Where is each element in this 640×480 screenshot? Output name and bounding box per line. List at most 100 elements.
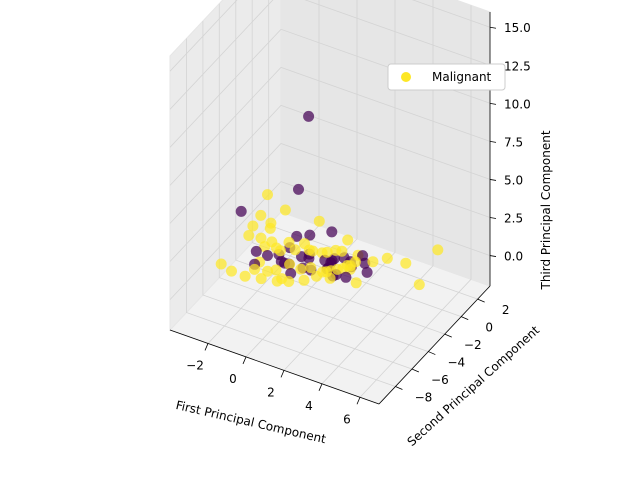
data-point (350, 277, 362, 289)
y-tick-label: 2 (502, 303, 510, 317)
data-point (262, 250, 273, 261)
legend-label-malignant: Malignant (432, 70, 492, 84)
data-point (284, 258, 296, 270)
x-tick-label: 2 (267, 385, 275, 399)
x-tick-mark (242, 356, 247, 365)
x-tick-label: 6 (343, 412, 351, 426)
data-point (262, 265, 274, 277)
grid-line-z (169, 0, 491, 110)
z-tick-mark (489, 217, 497, 219)
data-point (247, 220, 259, 232)
z-tick-label: 7.5 (504, 135, 523, 149)
y-tick-mark (428, 351, 436, 355)
data-point (307, 245, 319, 257)
y-axis-line (378, 285, 491, 405)
data-point (289, 244, 301, 256)
z-tick-label: 12.5 (504, 59, 531, 73)
data-point (283, 276, 295, 287)
grid-line-z (169, 66, 491, 186)
left-wall-pane (169, 0, 282, 332)
data-point (367, 256, 379, 268)
data-point (271, 275, 283, 287)
data-point (342, 234, 354, 246)
z-tick-label: 10.0 (504, 97, 531, 111)
data-point (283, 236, 295, 248)
x-tick-label: 4 (305, 399, 313, 413)
z-tick-mark (489, 140, 497, 143)
y-tick-mark (477, 298, 485, 303)
grid-line-z (169, 143, 491, 262)
data-point (361, 266, 373, 278)
y-tick-mark (411, 368, 420, 373)
data-point (313, 215, 325, 227)
data-point (266, 236, 278, 248)
data-point (326, 226, 338, 238)
x-tick-label: 0 (229, 372, 237, 386)
z-tick-mark (489, 102, 497, 105)
axis-panes (169, 0, 491, 405)
y-tick-label: −4 (447, 356, 465, 370)
data-point (336, 245, 348, 257)
data-point (295, 263, 307, 275)
data-point (215, 258, 227, 270)
data-point (255, 273, 267, 285)
data-point (264, 222, 276, 234)
data-point (298, 274, 310, 286)
y-tick-label: −2 (464, 338, 482, 352)
x-tick-mark (318, 383, 323, 391)
y-tick-mark (461, 316, 469, 320)
data-point (279, 204, 291, 216)
grid-line-z (169, 104, 491, 224)
legend-marker-malignant (401, 72, 411, 82)
y-tick-label: −8 (415, 391, 433, 405)
x-tick-mark (204, 343, 209, 351)
legend-box (387, 63, 506, 91)
data-point (293, 183, 304, 195)
data-point (239, 270, 251, 282)
data-point (331, 263, 343, 275)
data-point (311, 270, 322, 282)
grid-line-z (169, 181, 491, 300)
y-tick-mark (395, 386, 403, 390)
data-point (255, 209, 267, 221)
y-tick-mark (444, 333, 452, 338)
y-tick-label: 0 (485, 321, 493, 335)
x-tick-label: −2 (186, 358, 204, 372)
data-point (226, 265, 237, 277)
x-tick-mark (280, 370, 285, 378)
data-point (249, 263, 260, 275)
data-point (243, 230, 255, 241)
data-point (400, 257, 412, 269)
z-tick-label: 5.0 (504, 173, 523, 187)
z-tick-label: 0.0 (504, 250, 523, 264)
grid-line-z (169, 0, 491, 72)
data-point (340, 271, 352, 283)
z-tick-label: 2.5 (504, 212, 523, 226)
x-tick-mark (356, 397, 361, 405)
data-point (321, 266, 333, 278)
x-axis-line (169, 329, 380, 405)
data-point (381, 252, 393, 264)
data-point (413, 279, 425, 291)
data-point (255, 232, 267, 244)
data-point (321, 246, 333, 258)
data-point (304, 229, 316, 241)
z-tick-mark (489, 179, 497, 181)
data-point (303, 110, 315, 122)
z-tick-mark (489, 26, 497, 29)
data-point (270, 264, 282, 276)
data-point (262, 189, 273, 201)
data-point (274, 245, 286, 257)
data-point (305, 262, 317, 274)
data-point (432, 244, 444, 256)
legend: Malignant (387, 63, 506, 91)
y-tick-label: −6 (431, 373, 449, 387)
data-point (235, 205, 247, 217)
data-points (215, 110, 444, 291)
z-tick-mark (489, 255, 497, 257)
z-tick-label: 15.0 (504, 21, 531, 35)
data-point (291, 230, 303, 242)
z-axis-label: Third Principal Component (539, 130, 553, 290)
data-point (250, 245, 262, 257)
